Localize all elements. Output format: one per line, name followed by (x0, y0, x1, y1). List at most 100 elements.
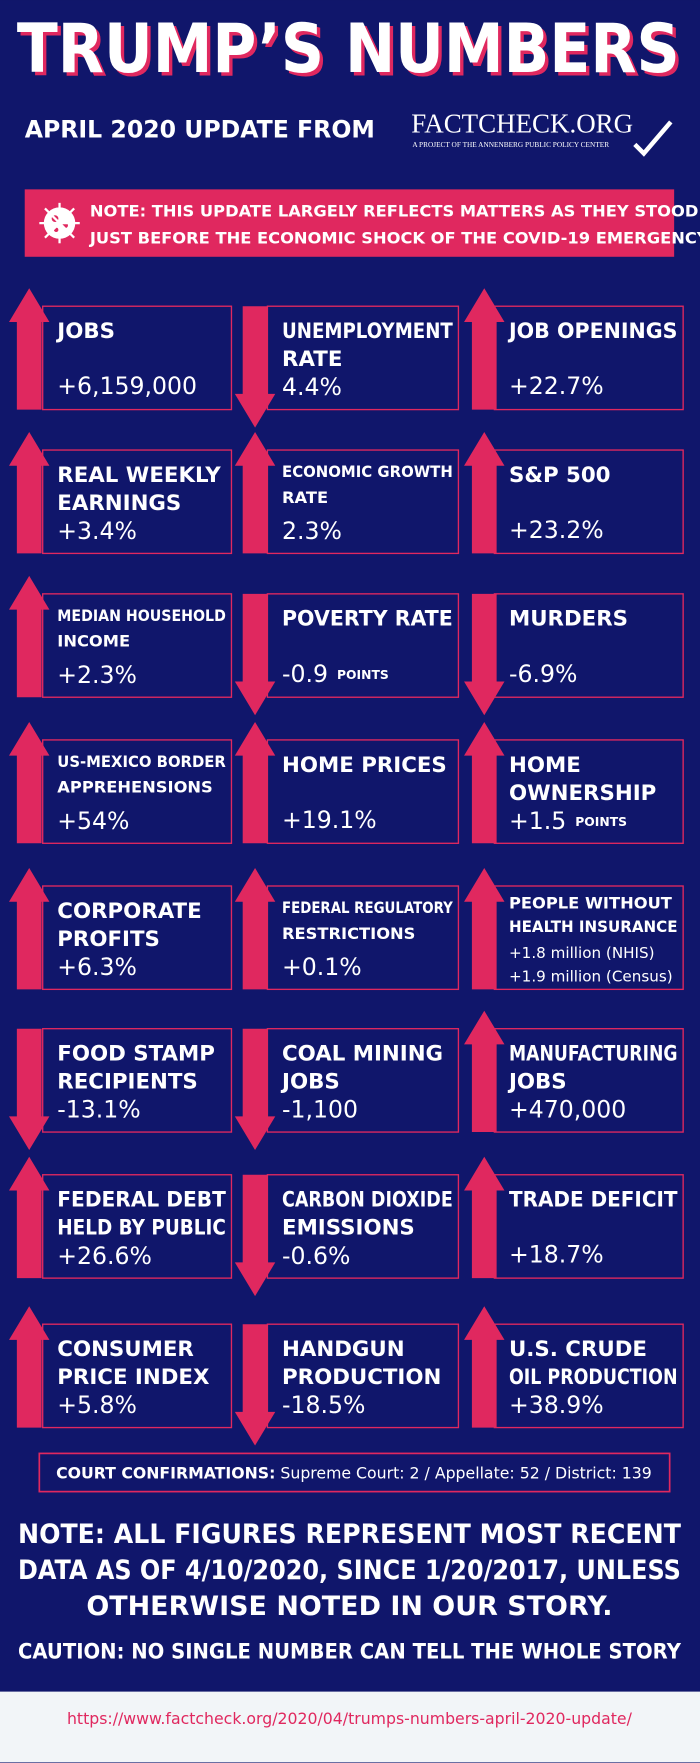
tile-value: +2.3% (57, 660, 137, 688)
tile-value-number: +1.5 (509, 806, 566, 834)
tile-value-number: +23.2% (509, 515, 604, 543)
tile-label: RATE (282, 347, 342, 372)
tile: U.S. CRUDE OIL PRODUCTION+38.9% (464, 1306, 684, 1429)
tile-value: +19.1% (282, 805, 377, 833)
tile-value-number: +0.1% (282, 953, 362, 981)
arrow-up (8, 432, 50, 554)
arrow-up (8, 721, 50, 844)
tile-box (493, 449, 684, 555)
tile-value: +6,159,000 (57, 372, 197, 400)
tile-box (42, 593, 233, 698)
tile: JOB OPENINGS +22.7% (464, 288, 684, 411)
arrow-up (8, 288, 50, 410)
tile-label: UNEMPLOYMENT (282, 319, 453, 344)
tile: FOOD STAMP RECIPIENTS-13.1% (8, 1028, 233, 1151)
tile-box (266, 1323, 460, 1429)
arrow-down (234, 1324, 276, 1446)
virus-icon (39, 202, 80, 244)
court-line: COURT CONFIRMATIONS: Supreme Court: 2 / … (56, 1463, 652, 1482)
tile-value: +1.5 POINTS (509, 806, 627, 834)
tile-label: HELD BY PUBLIC (57, 1216, 226, 1241)
tile-label: PRICE INDEX (57, 1365, 210, 1390)
arrow-down (8, 1028, 50, 1151)
tile-label: MEDIAN HOUSEHOLD (57, 606, 226, 625)
tile-box (266, 593, 460, 698)
tile-value-number: -0.9 (282, 659, 328, 687)
tile-label: CORPORATE (57, 899, 201, 924)
tile-value: -13.1% (57, 1095, 140, 1123)
tile-box (42, 305, 233, 411)
tile: COAL MINING JOBS-1,100 (234, 1028, 460, 1151)
tile-value: -6.9% (509, 659, 577, 687)
tile-label: OIL PRODUCTION (509, 1365, 678, 1390)
tile-label: JOB OPENINGS (507, 319, 677, 344)
tile-label: U.S. CRUDE (509, 1337, 647, 1362)
tile-box (42, 885, 233, 991)
tile-box (266, 1028, 460, 1133)
tile-label: MANUFACTURING (509, 1042, 678, 1067)
tile: MANUFACTURING JOBS+470,000 (464, 1010, 684, 1133)
tile-label: EARNINGS (57, 491, 181, 516)
tile-label: ECONOMIC GROWTH (282, 462, 453, 481)
tile-value: +3.4% (57, 517, 137, 545)
arrow-up (8, 1306, 50, 1428)
tile-value-number: +54% (57, 806, 129, 834)
arrow-up (8, 868, 50, 990)
tile-label: FEDERAL DEBT (57, 1188, 226, 1213)
tile-label: PEOPLE WITHOUT (509, 893, 673, 912)
tile-label: PROFITS (57, 927, 160, 952)
tile: CORPORATE PROFITS+6.3% (8, 868, 233, 991)
court-text: Supreme Court: 2 / Appellate: 52 / Distr… (280, 1463, 651, 1482)
tile-label: HANDGUN (282, 1337, 405, 1362)
note-banner-bg (24, 189, 675, 257)
tile-value-number: +38.9% (509, 1391, 604, 1419)
tile: REAL WEEKLY EARNINGS+3.4% (8, 432, 233, 555)
tile: CARBON DIOXIDE EMISSIONS-0.6% (234, 1174, 460, 1297)
court-box (38, 1452, 671, 1493)
tile-box (266, 739, 460, 844)
tile-value: +38.9% (509, 1391, 604, 1419)
tile-label: FOOD STAMP (57, 1042, 215, 1067)
tile-value-number: +6.3% (57, 953, 137, 981)
tile: ECONOMIC GROWTH RATE 2.3% (234, 432, 460, 555)
logo: FACTCHECK.ORG (411, 109, 633, 139)
tile-label: REAL WEEKLY (57, 463, 221, 488)
tile-label: RESTRICTIONS (282, 924, 415, 943)
tile-box (493, 885, 684, 991)
tile-box (42, 449, 233, 555)
tile-value-number: -18.5% (282, 1391, 365, 1419)
tile-box (42, 739, 233, 844)
tile-label: HOME (509, 753, 581, 778)
tile-value-number: +6,159,000 (57, 372, 197, 400)
tile-label: OWNERSHIP (509, 781, 656, 806)
logo-check (633, 120, 673, 157)
arrow-down (234, 306, 276, 428)
tile-value: -0.9 POINTS (282, 659, 389, 687)
tile-label: HEALTH INSURANCE (509, 917, 678, 936)
tile-value-number: 4.4% (282, 373, 342, 401)
tile-box (42, 1323, 233, 1429)
tile: HANDGUN PRODUCTION-18.5% (234, 1323, 460, 1446)
tile-value: 4.4% (282, 373, 342, 401)
tile-value-number: +26.6% (57, 1241, 152, 1269)
tile-label: RECIPIENTS (57, 1070, 197, 1095)
tile-value-number: -1,100 (282, 1095, 358, 1123)
arrow-down (234, 593, 276, 716)
tile-value: 2.3% (282, 517, 342, 545)
note-banner-line: NOTE: THIS UPDATE LARGELY REFLECTS MATTE… (90, 201, 699, 220)
tile-box (42, 1028, 233, 1133)
tile: FEDERAL DEBT HELD BY PUBLIC+26.6% (8, 1156, 233, 1279)
tile-label: RATE (282, 488, 328, 507)
tile: HOME OWNERSHIP+1.5 POINTS (464, 721, 684, 844)
tile-value: +18.7% (509, 1240, 604, 1268)
tile: CONSUMER PRICE INDEX+5.8% (8, 1306, 233, 1429)
footer-note: NOTE: ALL FIGURES REPRESENT MOST RECENT (18, 1519, 681, 1550)
tile-box (493, 593, 684, 698)
tile: TRADE DEFICIT +18.7% (464, 1156, 684, 1279)
logo-tagline: A PROJECT OF THE ANNENBERG PUBLIC POLICY… (412, 140, 609, 149)
tile-value-number: +19.1% (282, 805, 377, 833)
arrow-up (234, 721, 276, 844)
tile-value-number: +5.8% (57, 1391, 137, 1419)
